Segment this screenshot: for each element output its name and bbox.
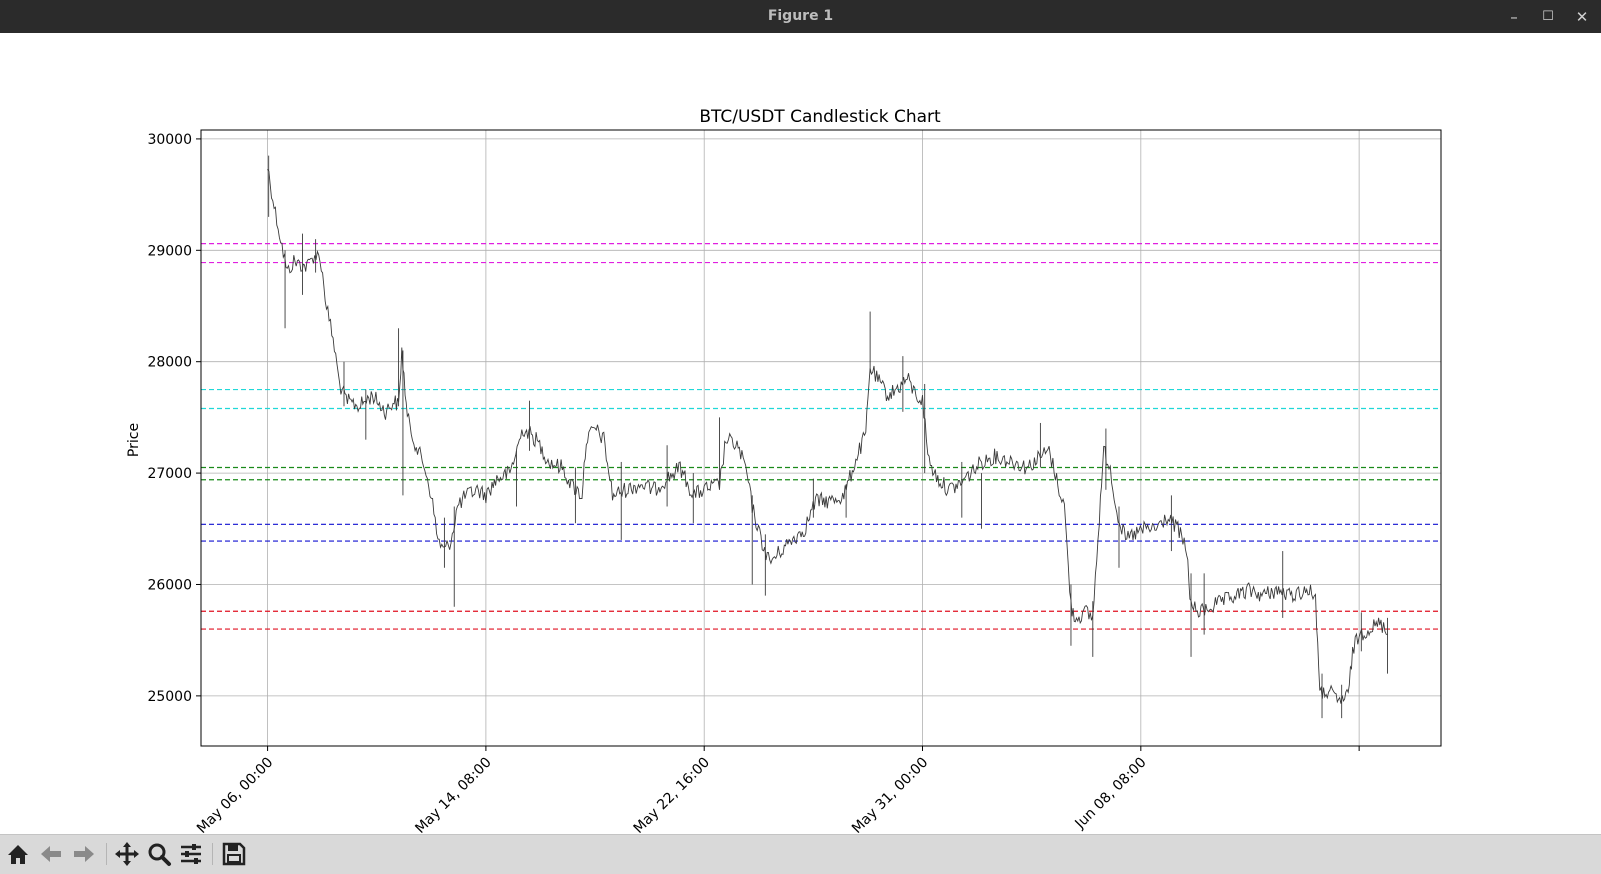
- y-tick-label: 28000: [147, 355, 192, 371]
- candlestick-chart: 25000 26000 27000 28000 29000 30000 May 06, 00…: [126, 107, 1442, 837]
- level-lines: [201, 243, 1441, 630]
- forward-arrow-icon[interactable]: [70, 840, 98, 868]
- y-tick-label: 30000: [147, 132, 192, 148]
- x-tick-label: May 31, 00:00: [849, 755, 931, 833]
- chart-title: BTC/USDT Candlestick Chart: [699, 107, 941, 127]
- y-tick-label: 26000: [147, 577, 192, 593]
- y-tick-label: 25000: [147, 689, 192, 705]
- save-icon[interactable]: [220, 840, 248, 868]
- minimize-button[interactable]: –: [1510, 8, 1518, 26]
- window-titlebar: Figure 1 – ☐ ✕: [0, 0, 1601, 33]
- zoom-icon[interactable]: [145, 840, 173, 868]
- close-button[interactable]: ✕: [1575, 8, 1589, 26]
- x-tick-label: May 22, 16:00: [631, 755, 713, 833]
- axis-ticks: 25000 26000 27000 28000 29000 30000 May 06, 00…: [147, 132, 1360, 837]
- figure-canvas[interactable]: 25000 26000 27000 28000 29000 30000 May 06, 00…: [0, 33, 1601, 837]
- price-wick-path: [267, 168, 1388, 704]
- maximize-button[interactable]: ☐: [1542, 9, 1554, 24]
- axes-frame: [200, 129, 1442, 747]
- y-tick-label: 29000: [147, 243, 192, 259]
- toolbar-separator: [212, 843, 213, 865]
- toolbar-separator: [106, 843, 107, 865]
- price-series: [267, 155, 1388, 719]
- x-tick-label: Jun 08, 08:00: [1072, 755, 1150, 833]
- grid-lines: [201, 130, 1441, 746]
- navigation-toolbar: [0, 834, 1601, 874]
- x-tick-label: May 06, 00:00: [194, 755, 276, 833]
- back-arrow-icon[interactable]: [37, 840, 65, 868]
- configure-subplots-icon[interactable]: [177, 840, 205, 868]
- home-icon[interactable]: [4, 840, 32, 868]
- x-tick-label: May 14, 08:00: [412, 755, 494, 833]
- y-tick-label: 27000: [147, 466, 192, 482]
- y-axis-label: Price: [126, 423, 142, 457]
- window-title: Figure 1: [767, 8, 834, 24]
- pan-icon[interactable]: [113, 840, 141, 868]
